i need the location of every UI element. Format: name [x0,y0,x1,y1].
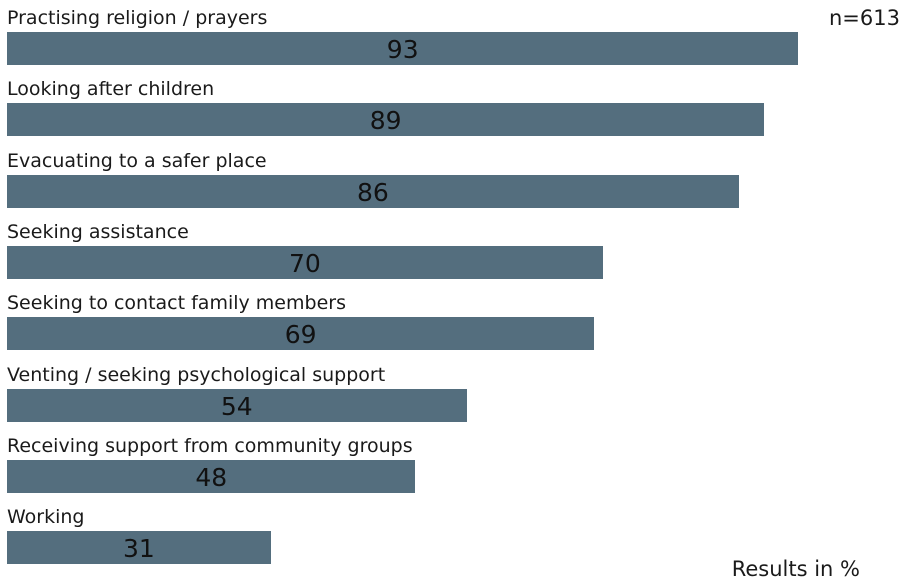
bar-value-label: 70 [288,248,321,278]
units-note: Results in % [731,557,860,581]
bar: 31 [7,531,271,565]
sample-size-note: n=613 [829,6,900,30]
bar-value-label: 31 [122,534,155,564]
bar-value-label: 86 [357,177,389,207]
bar-value-label: 93 [386,35,419,64]
category-label: Practising religion / prayers [7,7,268,29]
category-label: Receiving support from community groups [7,434,413,457]
bar: 89 [7,103,765,137]
category-label: Working [7,506,85,529]
category-label: Looking after children [7,78,215,101]
bar: 69 [7,317,595,351]
category-label: Venting / seeking psychological support [7,363,386,386]
bar: 48 [7,459,416,493]
bar-value-label: 89 [369,106,402,136]
bar-value-label: 69 [284,320,317,350]
bar: 86 [7,174,739,208]
bar: 70 [7,245,603,279]
bar: 93 [7,32,799,65]
bar: 54 [7,388,467,422]
bar-value-label: 48 [195,462,228,492]
category-label: Evacuating to a safer place [7,149,267,172]
bar-value-label: 54 [220,391,253,421]
category-label: Seeking assistance [7,220,189,243]
category-label: Seeking to contact family members [7,292,346,315]
